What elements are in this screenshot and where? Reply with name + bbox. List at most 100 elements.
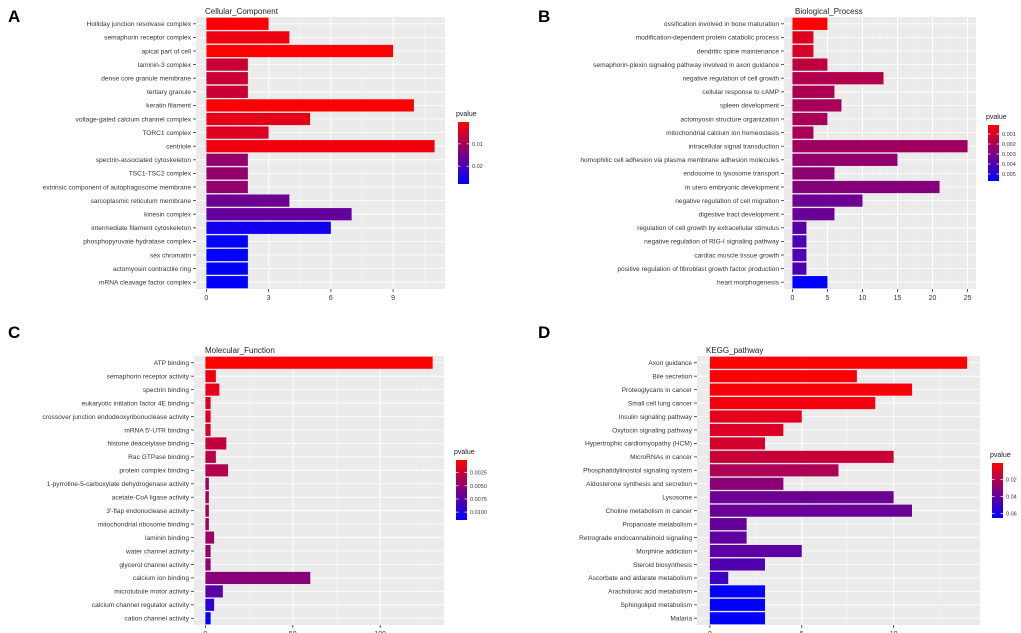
- bar[interactable]: [792, 85, 835, 98]
- bar[interactable]: [792, 180, 940, 194]
- bar[interactable]: [792, 167, 835, 180]
- bar[interactable]: [206, 44, 394, 58]
- bar[interactable]: [205, 585, 223, 598]
- legend-colorbar: [456, 460, 467, 520]
- bar[interactable]: [709, 558, 765, 571]
- bar[interactable]: [206, 262, 248, 275]
- legend-break-label: 0.0050: [470, 484, 487, 490]
- bar[interactable]: [792, 153, 898, 166]
- bar[interactable]: [792, 248, 807, 262]
- bar[interactable]: [206, 248, 248, 262]
- category-label: in utero embryonic development: [685, 184, 779, 191]
- bar[interactable]: [709, 491, 894, 504]
- bar[interactable]: [205, 571, 311, 584]
- bar[interactable]: [205, 477, 209, 490]
- bar[interactable]: [206, 126, 269, 139]
- bar[interactable]: [709, 544, 802, 558]
- bar[interactable]: [206, 99, 414, 112]
- bar[interactable]: [205, 397, 211, 410]
- category-label: negative regulation of cell migration: [675, 198, 779, 205]
- bar[interactable]: [792, 276, 828, 289]
- category-label: laminin-3 complex: [138, 62, 192, 69]
- bar[interactable]: [205, 383, 220, 396]
- bar[interactable]: [792, 31, 814, 44]
- bar[interactable]: [792, 221, 807, 234]
- bar[interactable]: [206, 221, 331, 234]
- bar[interactable]: [206, 85, 248, 98]
- bar[interactable]: [206, 180, 248, 194]
- category-label: cation channel activity: [124, 616, 189, 623]
- bar[interactable]: [709, 585, 765, 598]
- bar[interactable]: [792, 99, 842, 112]
- category-label: tertiary granule: [147, 89, 191, 96]
- bar[interactable]: [205, 558, 211, 571]
- category-label: modification-dependent protein catabolic…: [636, 35, 780, 42]
- bar[interactable]: [792, 126, 814, 139]
- bar[interactable]: [709, 531, 747, 544]
- bar[interactable]: [792, 194, 863, 207]
- bar[interactable]: [205, 356, 433, 369]
- bar[interactable]: [792, 112, 828, 126]
- pvalue-legend: pvalue 0.02 0.04 0.06: [990, 452, 1017, 518]
- category-label: TSC1-TSC2 complex: [129, 171, 192, 178]
- bar[interactable]: [205, 437, 227, 450]
- bar[interactable]: [792, 72, 884, 85]
- bar[interactable]: [206, 112, 311, 126]
- bar[interactable]: [709, 518, 747, 531]
- bar[interactable]: [709, 612, 765, 625]
- bar[interactable]: [206, 194, 290, 207]
- legend-break-label: 0.02: [1006, 477, 1017, 483]
- bar[interactable]: [206, 72, 248, 85]
- bar[interactable]: [205, 464, 229, 477]
- bar[interactable]: [709, 571, 729, 584]
- bar[interactable]: [792, 58, 828, 71]
- bar[interactable]: [206, 153, 248, 166]
- bar[interactable]: [205, 370, 216, 383]
- plot-background: [697, 356, 980, 625]
- bar[interactable]: [206, 58, 248, 71]
- bar[interactable]: [709, 477, 784, 490]
- bar[interactable]: [792, 17, 828, 30]
- bar[interactable]: [709, 464, 839, 477]
- bar[interactable]: [206, 140, 435, 153]
- bar[interactable]: [206, 17, 269, 30]
- bar[interactable]: [205, 450, 216, 463]
- bar[interactable]: [205, 423, 211, 437]
- legend-break-label: 0.004: [1002, 162, 1016, 168]
- category-label: extrinsic component of autophagosome mem…: [43, 184, 192, 191]
- bar[interactable]: [792, 44, 814, 58]
- bar[interactable]: [709, 598, 765, 611]
- bar[interactable]: [205, 612, 211, 625]
- panel-label: B: [538, 7, 550, 26]
- bar[interactable]: [792, 140, 968, 153]
- bar[interactable]: [206, 31, 290, 44]
- bar[interactable]: [205, 598, 215, 611]
- bar[interactable]: [709, 397, 876, 410]
- panel-title: Molecular_Function: [205, 346, 275, 355]
- panel-title: Cellular_Component: [205, 7, 279, 16]
- bar[interactable]: [709, 370, 857, 383]
- bar[interactable]: [205, 544, 211, 558]
- bar[interactable]: [709, 410, 802, 423]
- bar[interactable]: [709, 356, 968, 369]
- bar[interactable]: [205, 531, 215, 544]
- pvalue-legend: pvalue 0.0025 0.0050 0.0075 0.0100: [454, 449, 487, 520]
- bar[interactable]: [205, 491, 209, 504]
- bar[interactable]: [709, 450, 894, 463]
- bar[interactable]: [206, 276, 248, 289]
- bar[interactable]: [709, 437, 765, 450]
- bar[interactable]: [205, 504, 209, 517]
- bar[interactable]: [792, 208, 835, 221]
- bar[interactable]: [206, 208, 352, 221]
- bar[interactable]: [205, 518, 209, 531]
- bar[interactable]: [206, 167, 248, 180]
- bar[interactable]: [792, 262, 807, 275]
- bar[interactable]: [709, 423, 784, 437]
- bar[interactable]: [792, 235, 807, 248]
- bar[interactable]: [709, 383, 913, 396]
- bar[interactable]: [206, 235, 248, 248]
- bar[interactable]: [709, 504, 913, 517]
- bar[interactable]: [205, 410, 211, 423]
- category-label: Phosphatidylinositol signaling system: [583, 468, 692, 475]
